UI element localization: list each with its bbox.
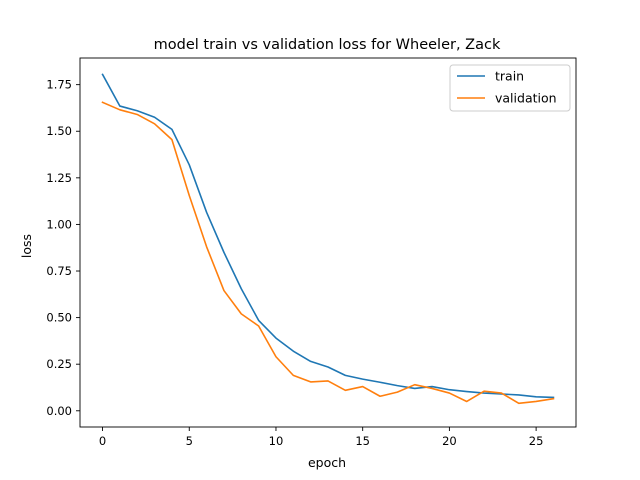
chart-title: model train vs validation loss for Wheel… — [154, 37, 501, 53]
legend-label-train: train — [495, 69, 524, 84]
y-tick-label: 1.50 — [46, 124, 72, 138]
y-tick-label: 1.00 — [46, 217, 72, 231]
y-tick-label: 0.50 — [46, 311, 72, 325]
y-tick-label: 1.25 — [46, 171, 72, 185]
x-tick-label: 5 — [186, 434, 193, 448]
x-tick-label: 15 — [355, 434, 370, 448]
y-tick-label: 1.75 — [46, 78, 72, 92]
y-tick-label: 0.00 — [46, 404, 72, 418]
y-tick-label: 0.75 — [46, 264, 72, 278]
legend-label-validation: validation — [495, 91, 557, 106]
axes-frame — [79, 57, 577, 428]
x-tick-label: 25 — [529, 434, 544, 448]
y-axis-label: loss — [19, 234, 34, 258]
series-line-train — [101, 73, 555, 399]
plot-area: 0 5 10 15 20 25 0.00 0.25 0.50 0.75 1.00 1.25 1.50 1.… — [46, 57, 577, 448]
legend: train validation — [449, 64, 571, 112]
x-axis-label: epoch — [308, 455, 346, 470]
y-tick-label: 0.25 — [46, 357, 72, 371]
x-tick-label: 20 — [442, 434, 457, 448]
series-line-validation — [101, 101, 555, 405]
x-tick-label: 0 — [99, 434, 106, 448]
x-tick-label: 10 — [269, 434, 284, 448]
